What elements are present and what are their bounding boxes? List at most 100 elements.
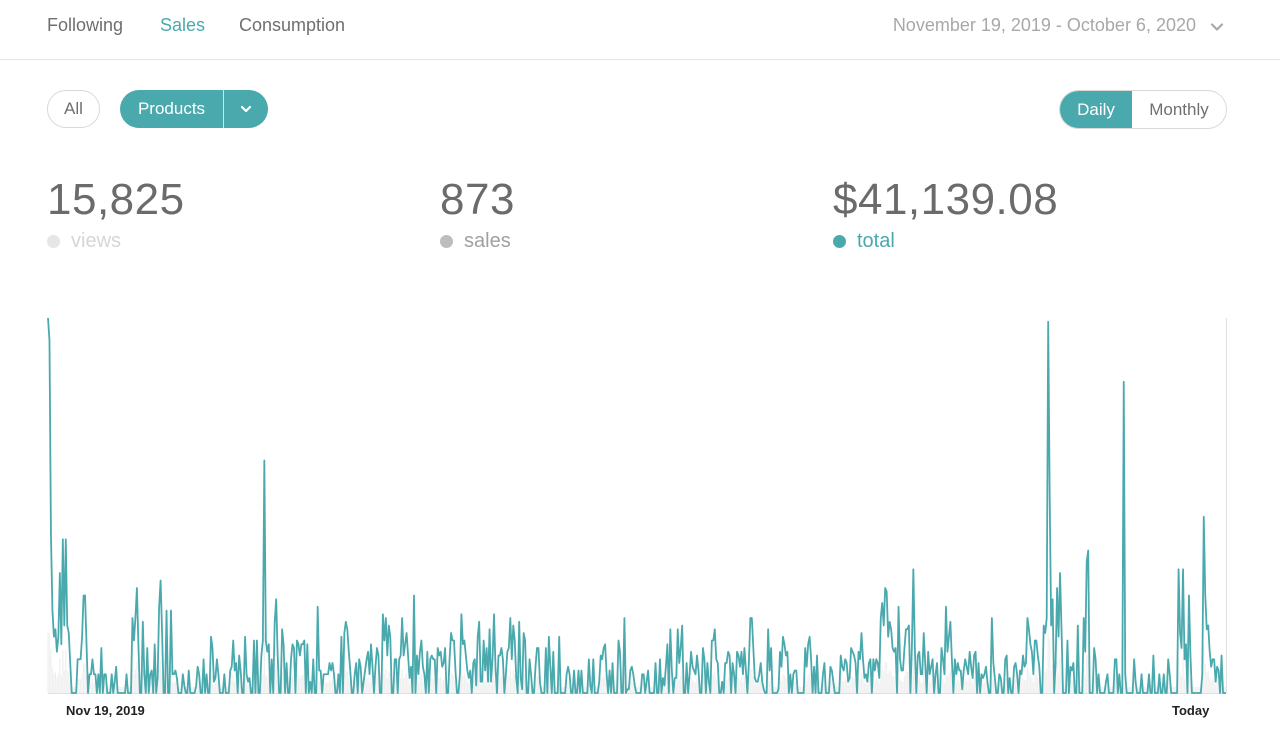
views-bar <box>363 684 365 693</box>
views-bar <box>798 687 800 693</box>
views-bar <box>840 678 842 693</box>
views-bar <box>669 671 671 693</box>
views-bar <box>475 685 477 693</box>
views-bar <box>982 683 984 693</box>
views-bar <box>291 675 294 693</box>
views-bar <box>1197 687 1199 693</box>
filter-products-button[interactable]: Products <box>120 90 268 128</box>
views-bar <box>813 680 815 693</box>
period-daily-button[interactable]: Daily <box>1060 91 1132 128</box>
products-dropdown-toggle[interactable] <box>224 90 268 128</box>
views-bar <box>182 682 184 693</box>
chevron-down-icon[interactable] <box>1210 20 1224 34</box>
views-bar <box>643 682 645 693</box>
views-bar <box>331 679 334 693</box>
views-bar <box>573 681 575 693</box>
views-bar <box>851 677 854 693</box>
views-bar <box>1072 679 1074 693</box>
views-bar <box>512 670 514 693</box>
filter-all-button[interactable]: All <box>47 90 100 128</box>
views-bar <box>986 684 989 693</box>
views-bar <box>487 684 489 693</box>
views-bar <box>794 681 796 693</box>
views-bar <box>846 679 848 693</box>
views-bar <box>1046 669 1048 693</box>
views-bar <box>1194 687 1196 693</box>
period-monthly-button[interactable]: Monthly <box>1149 99 1209 119</box>
views-bar <box>843 681 845 693</box>
views-bar <box>247 684 249 693</box>
views-bar <box>253 674 255 693</box>
views-bar <box>929 682 931 693</box>
views-bar <box>886 662 888 693</box>
views-bar <box>880 669 882 693</box>
date-range-selector[interactable]: November 19, 2019 - October 6, 2020 <box>892 15 1196 35</box>
views-bar <box>757 684 759 693</box>
views-bar <box>927 677 929 693</box>
views-bar <box>1019 681 1021 693</box>
views-bar <box>677 671 679 693</box>
views-bar <box>897 666 900 693</box>
views-bar <box>1204 663 1206 693</box>
views-bar <box>936 679 938 693</box>
views-bar <box>474 678 476 693</box>
views-bar <box>869 678 871 693</box>
views-bar <box>583 687 585 693</box>
views-bar <box>508 676 510 693</box>
views-bar <box>816 678 818 693</box>
views-bar <box>1063 687 1066 693</box>
views-bar <box>48 633 51 693</box>
views-bar <box>511 678 513 693</box>
views-bar <box>262 674 264 693</box>
views-bar <box>697 681 700 693</box>
views-bar <box>865 682 867 693</box>
views-bar <box>440 677 442 693</box>
views-bar <box>217 682 220 693</box>
views-bar <box>908 670 910 693</box>
views-bar <box>354 682 356 693</box>
views-bar <box>537 676 540 693</box>
views-bar <box>878 683 880 693</box>
views-bar <box>173 682 175 693</box>
views-bar <box>629 681 631 693</box>
views-bar <box>365 678 368 693</box>
views-bar <box>686 679 688 693</box>
views-bar <box>637 687 639 693</box>
stat-value: 15,825 <box>47 175 185 224</box>
tab-sales[interactable]: Sales <box>160 15 206 35</box>
views-bar <box>285 679 288 693</box>
period-toggle: Daily Monthly <box>1059 90 1227 129</box>
views-bar <box>774 687 777 693</box>
views-bar <box>1052 664 1054 693</box>
views-bar <box>847 684 849 693</box>
views-bar <box>801 687 803 693</box>
views-bar <box>210 673 212 693</box>
tab-following[interactable]: Following <box>47 15 124 35</box>
views-bar <box>1182 657 1184 693</box>
views-bar <box>749 669 751 693</box>
views-bar <box>371 680 374 693</box>
views-bar <box>423 682 425 693</box>
views-bar <box>514 674 516 693</box>
tab-consumption[interactable]: Consumption <box>239 15 346 35</box>
views-bar <box>1109 687 1112 693</box>
views-bar <box>1026 669 1029 693</box>
views-bar <box>79 678 82 693</box>
views-bar <box>327 682 329 693</box>
views-bar <box>405 672 408 693</box>
views-bar <box>946 677 949 693</box>
views-bar <box>958 681 960 693</box>
views-bar <box>883 670 885 693</box>
views-bar <box>951 678 953 693</box>
views-bar <box>136 661 138 693</box>
views-bar <box>324 682 326 693</box>
views-bar <box>963 681 965 693</box>
views-bar <box>1209 677 1211 693</box>
views-bar <box>552 677 554 693</box>
views-bar <box>306 675 308 693</box>
views-bar <box>954 678 956 693</box>
views-bar <box>960 681 962 693</box>
divider <box>223 90 224 128</box>
views-bar <box>884 661 886 693</box>
views-bar <box>493 668 495 693</box>
